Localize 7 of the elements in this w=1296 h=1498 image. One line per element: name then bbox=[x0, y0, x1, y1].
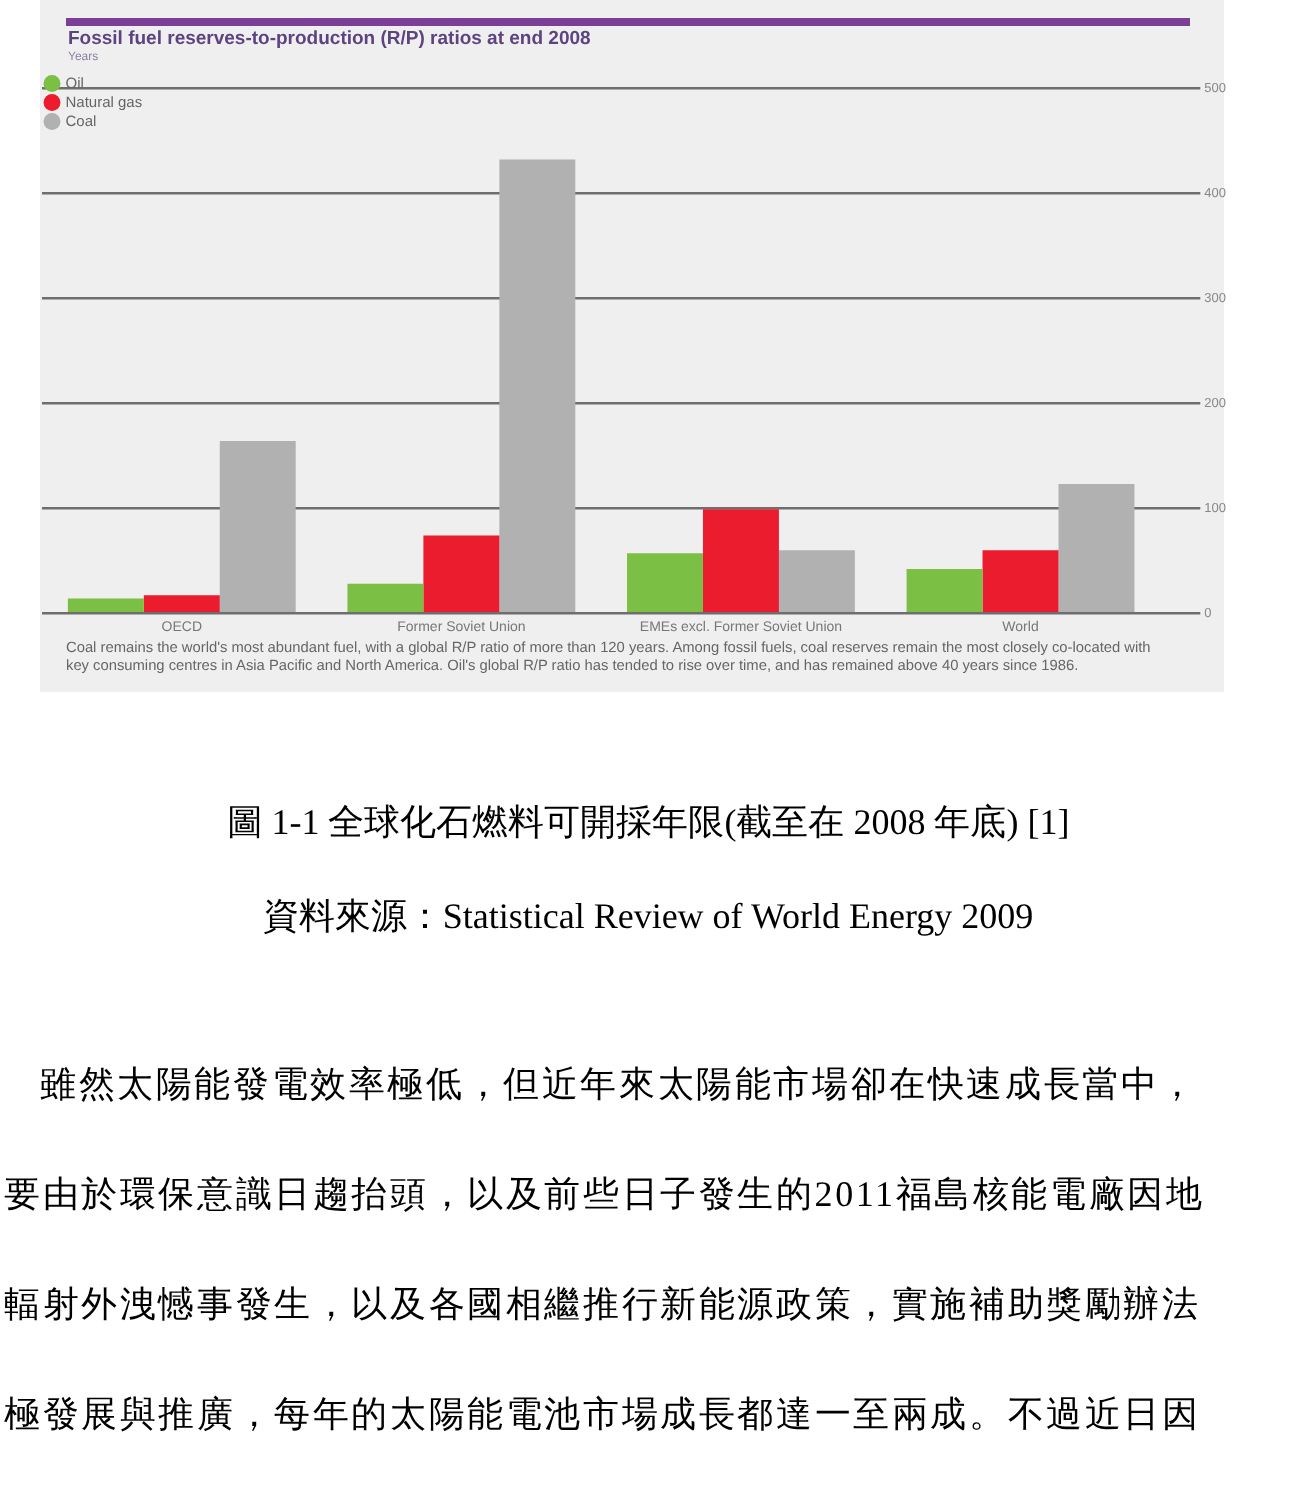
text: 極發展與推廣，每年的太陽能電池市場成長都達一至兩成。不過近日因 bbox=[4, 1392, 1201, 1438]
text: 輻射外洩憾事發生，以及各國相繼推行新能源政策，實施補助獎勵辦法 bbox=[4, 1282, 1201, 1328]
caption: 圖 1-1 全球化石燃料可開採年限(截至在 2008 年底) [1] bbox=[224, 800, 1072, 846]
text: 雖然太陽能發電效率極低，但近年來太陽能市場卻在快速成長當中， bbox=[40, 1062, 1198, 1108]
text: 要由於環保意識日趨抬頭，以及前些日子發生的2011福島核能電廠因地 bbox=[4, 1172, 1205, 1218]
source-note: 資料來源：Statistical Review of World Energy 2009 bbox=[260, 894, 1036, 940]
chart-title: Fossil fuel reserves-to-production (R/P) ratios at end 2008 bbox=[68, 28, 591, 50]
